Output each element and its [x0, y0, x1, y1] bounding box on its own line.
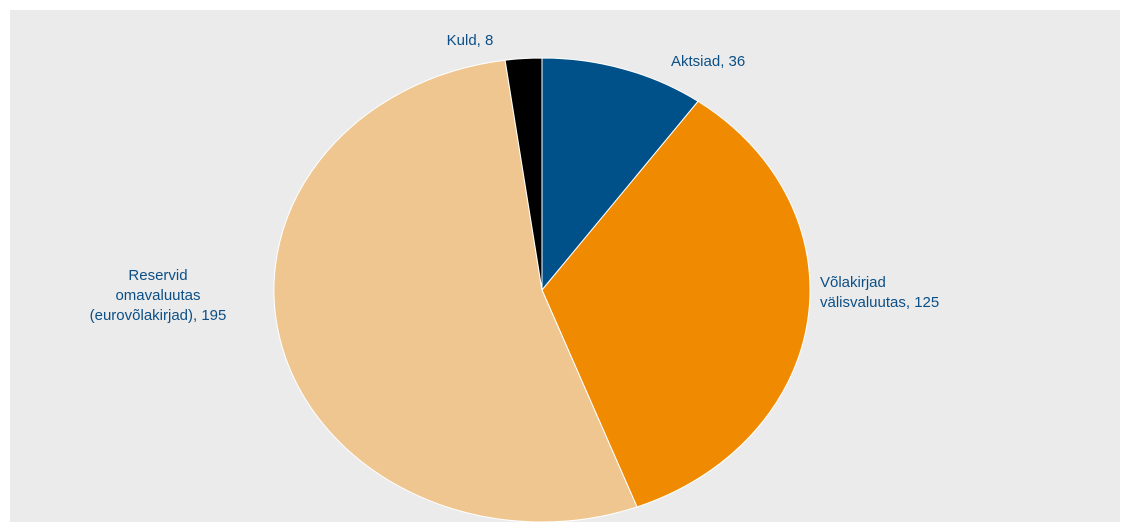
pie-slice-kuld	[504, 57, 543, 291]
chart-panel: Aktsiad, 36 Võlakirjad välisvaluutas, 12…	[10, 10, 1120, 522]
pie-slice-aktsiad	[541, 57, 699, 292]
slice-label-volakirjad: Võlakirjad välisvaluutas, 125	[820, 274, 940, 311]
pie-slices	[273, 57, 811, 522]
slice-label-aktsiad: Aktsiad, 36	[671, 53, 746, 70]
pie-slice-volakirjad	[541, 100, 811, 508]
slice-label-kuld: Kuld, 8	[446, 32, 494, 49]
pie-chart	[273, 57, 811, 522]
slice-label-reservid: Reservid omavaluutas (eurovõlakirjad), 1…	[89, 267, 227, 324]
pie-slice-reservid	[273, 59, 638, 522]
